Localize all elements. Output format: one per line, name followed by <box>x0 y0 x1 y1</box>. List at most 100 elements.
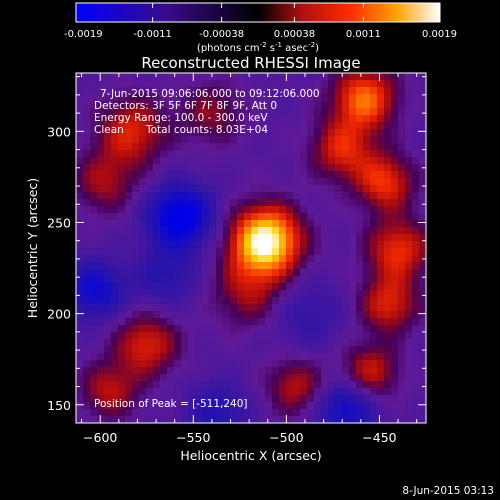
heatmap-cell <box>104 185 112 193</box>
heatmap-cell <box>97 388 105 396</box>
heatmap-cell <box>125 311 133 319</box>
heatmap-cell <box>265 353 273 361</box>
heatmap-cell <box>377 290 385 298</box>
heatmap-cell <box>349 353 357 361</box>
heatmap-cell <box>90 241 98 249</box>
heatmap-cell <box>104 241 112 249</box>
heatmap-cell <box>300 73 308 81</box>
heatmap-cell <box>188 87 196 95</box>
heatmap-cell <box>349 192 357 200</box>
heatmap-cell <box>363 192 371 200</box>
heatmap-cell <box>97 290 105 298</box>
heatmap-cell <box>370 241 378 249</box>
heatmap-cell <box>174 255 182 263</box>
heatmap-cell <box>349 248 357 256</box>
heatmap-cell <box>104 150 112 158</box>
heatmap-cell <box>405 374 413 382</box>
heatmap-cell <box>412 227 420 235</box>
heatmap-cell <box>237 80 245 88</box>
heatmap-cell <box>251 178 259 186</box>
heatmap-cell <box>377 297 385 305</box>
heatmap-cell <box>356 178 364 186</box>
heatmap-cell <box>83 108 91 116</box>
heatmap-cell <box>279 192 287 200</box>
heatmap-cell <box>216 164 224 172</box>
heatmap-cell <box>391 339 399 347</box>
heatmap-cell <box>356 297 364 305</box>
heatmap-cell <box>328 255 336 263</box>
heatmap-cell <box>209 325 217 333</box>
heatmap-cell <box>111 255 119 263</box>
heatmap-cell <box>83 136 91 144</box>
heatmap-cell <box>251 325 259 333</box>
heatmap-cell <box>335 269 343 277</box>
heatmap-cell <box>419 227 426 235</box>
heatmap-cell <box>111 136 119 144</box>
heatmap-cell <box>181 297 189 305</box>
heatmap-cell <box>216 115 224 123</box>
heatmap-cell <box>97 199 105 207</box>
heatmap-cell <box>132 220 140 228</box>
heatmap-cell <box>209 157 217 165</box>
heatmap-cell <box>307 73 315 81</box>
heatmap-cell <box>307 234 315 242</box>
heatmap-cell <box>202 374 210 382</box>
heatmap-cell <box>167 108 175 116</box>
heatmap-cell <box>160 276 168 284</box>
heatmap-cell <box>405 143 413 151</box>
heatmap-cell <box>244 346 252 354</box>
heatmap-cell <box>118 360 126 368</box>
heatmap-cell <box>223 101 231 109</box>
heatmap-cell <box>132 402 140 410</box>
heatmap-cell <box>377 276 385 284</box>
heatmap-cell <box>314 402 322 410</box>
heatmap-cell <box>167 325 175 333</box>
heatmap-cell <box>258 416 266 423</box>
heatmap-cell <box>300 388 308 396</box>
heatmap-cell <box>342 255 350 263</box>
heatmap-cell <box>139 367 147 375</box>
heatmap-cell <box>370 178 378 186</box>
heatmap-cell <box>146 241 154 249</box>
heatmap-cell <box>265 304 273 312</box>
heatmap-cell <box>412 115 420 123</box>
heatmap-cell <box>118 73 126 81</box>
heatmap-cell <box>405 290 413 298</box>
heatmap-cell <box>251 185 259 193</box>
heatmap-cell <box>76 262 84 270</box>
heatmap-cell <box>125 199 133 207</box>
heatmap-cell <box>293 409 301 417</box>
heatmap-cell <box>111 94 119 102</box>
y-tick-label: 250 <box>47 215 71 230</box>
heatmap-cell <box>146 409 154 417</box>
heatmap-cell <box>132 409 140 417</box>
heatmap-cell <box>209 304 217 312</box>
heatmap-cell <box>118 374 126 382</box>
heatmap-cell <box>195 227 203 235</box>
heatmap-cell <box>181 122 189 130</box>
heatmap-cell <box>76 374 84 382</box>
heatmap-cell <box>209 136 217 144</box>
heatmap-cell <box>405 318 413 326</box>
heatmap-cell <box>370 143 378 151</box>
heatmap-cell <box>391 87 399 95</box>
heatmap-cell <box>181 255 189 263</box>
heatmap-cell <box>223 171 231 179</box>
heatmap-cell <box>230 115 238 123</box>
heatmap-cell <box>293 136 301 144</box>
heatmap-cell <box>132 283 140 291</box>
heatmap-cell <box>258 339 266 347</box>
heatmap-cell <box>398 290 406 298</box>
heatmap-cell <box>251 374 259 382</box>
heatmap-cell <box>146 318 154 326</box>
heatmap-cell <box>251 290 259 298</box>
heatmap-cell <box>342 269 350 277</box>
heatmap-cell <box>202 269 210 277</box>
heatmap-cell <box>174 248 182 256</box>
heatmap-cell <box>342 87 350 95</box>
heatmap-cell <box>286 388 294 396</box>
heatmap-cell <box>181 318 189 326</box>
heatmap-cell <box>370 192 378 200</box>
heatmap-cell <box>328 395 336 403</box>
